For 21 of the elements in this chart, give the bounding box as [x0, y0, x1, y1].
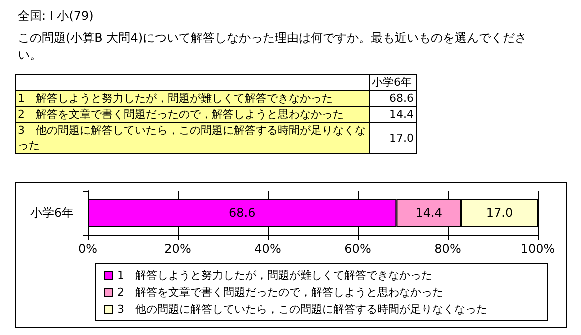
chart-title: 全国: Ⅰ 小(79)	[18, 8, 94, 25]
data-label: 68.6	[228, 206, 256, 220]
data-label: 14.4	[416, 206, 442, 220]
x-tick-label: 40%	[254, 242, 282, 256]
legend-label: 2 解答を文章で書く問題だったので，解答しようと思わなかった	[118, 286, 444, 299]
legend-label: 3 他の問題に解答していたら，この問題に解答する時間が足りなくなった	[118, 303, 488, 316]
category-label: 小学6年	[372, 76, 412, 89]
x-tick-label: 100%	[520, 242, 556, 256]
legend-label: 1 解答しようと努力したが，問題が難しくて解答できなかった	[118, 269, 432, 282]
data-label: 17.0	[486, 206, 514, 220]
chart-subtitle: この問題(小算B 大問4)について解答しなかった理由は何ですか。最も近いものを選んでください。	[18, 30, 528, 64]
x-tick-label: 0%	[78, 242, 98, 256]
text: 3 他の問題に解答していたら，この問題に解答する時間が足りなくなった	[18, 124, 366, 152]
text: 68.6	[390, 92, 414, 105]
x-tick-label: 20%	[164, 242, 192, 256]
x-tick-label: 60%	[344, 242, 372, 256]
x-tick-label: 80%	[434, 242, 462, 256]
text: 14.4	[390, 108, 414, 121]
text: 1 解答しようと努力したが，問題が難しくて解答できなかった	[18, 92, 333, 105]
text: 2 解答を文章で書く問題だったので，解答しようと思わなかった	[18, 108, 344, 121]
text: 17.0	[390, 132, 414, 144]
